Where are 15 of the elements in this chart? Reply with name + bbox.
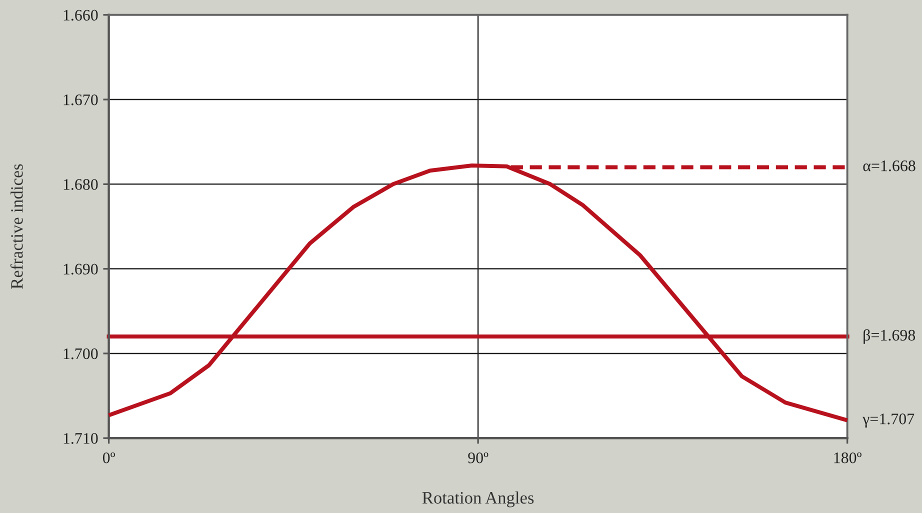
x-tick-label: 90º [468, 452, 488, 464]
x-tick-label: 0º [102, 452, 115, 464]
ref-line-label: β=1.698 [864, 329, 916, 344]
annotation: α=1.668 [863, 160, 916, 172]
y-tick-label: 1.690 [64, 264, 98, 275]
line-series [106, 164, 850, 422]
y-tick-label: 1.660 [64, 10, 98, 21]
y-tick-label: 1.670 [64, 94, 98, 106]
x-axis-title: Rotation Angles [422, 491, 534, 508]
y-tick-label: 1.700 [64, 348, 98, 360]
x-tick-label: 180º [834, 452, 862, 464]
y-tick-label: 1.680 [64, 179, 98, 190]
annotation: γ=1.707 [862, 414, 914, 428]
y-tick-label: 1.710 [64, 433, 98, 444]
y-axis-title: Refractive indices [10, 164, 23, 289]
